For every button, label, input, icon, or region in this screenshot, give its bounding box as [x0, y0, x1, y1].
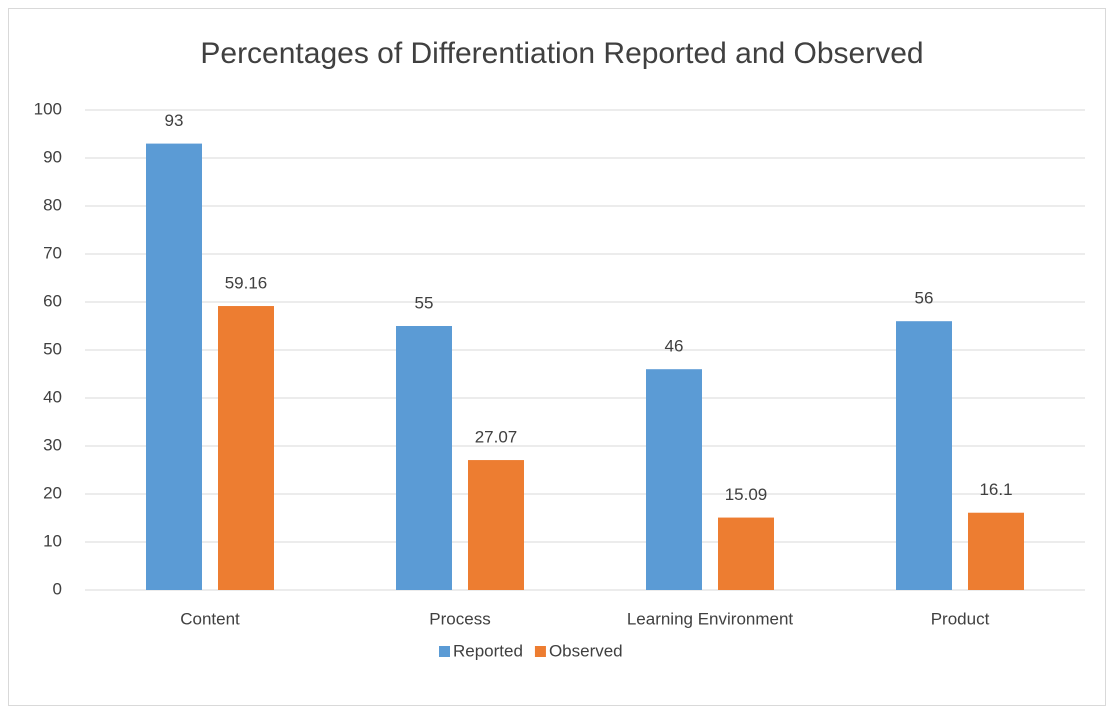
y-tick-label: 20 — [43, 483, 62, 502]
x-tick-label: Content — [180, 609, 240, 628]
bar — [468, 460, 524, 590]
data-label: 56 — [915, 289, 934, 308]
data-label: 27.07 — [475, 428, 518, 447]
data-label: 15.09 — [725, 485, 768, 504]
y-tick-label: 70 — [43, 243, 62, 262]
bar — [146, 143, 202, 590]
data-label: 46 — [665, 337, 684, 356]
x-tick-label: Product — [931, 609, 990, 628]
y-tick-label: 10 — [43, 531, 62, 550]
legend-swatch — [439, 646, 450, 657]
bar — [646, 369, 702, 590]
data-label: 16.1 — [979, 480, 1012, 499]
y-tick-label: 80 — [43, 195, 62, 214]
y-tick-label: 30 — [43, 435, 62, 454]
y-tick-label: 50 — [43, 339, 62, 358]
data-label: 93 — [165, 111, 184, 130]
chart-title: Percentages of Differentiation Reported … — [200, 37, 923, 70]
legend-swatch — [534, 646, 546, 657]
legend-label: Reported — [453, 641, 523, 660]
bar — [968, 512, 1024, 590]
y-tick-label: 90 — [43, 147, 62, 166]
y-tick-label: 100 — [34, 99, 62, 118]
bar — [396, 326, 452, 590]
bar — [218, 306, 274, 590]
y-tick-label: 0 — [53, 579, 62, 598]
x-tick-label: Process — [429, 609, 490, 628]
data-label: 59.16 — [225, 274, 268, 293]
x-tick-label: Learning Environment — [627, 609, 794, 628]
y-tick-label: 60 — [43, 291, 62, 310]
data-label: 55 — [415, 293, 434, 312]
bar — [896, 321, 952, 590]
bar — [718, 517, 774, 590]
legend-label: Observed — [549, 641, 623, 660]
y-tick-label: 40 — [43, 387, 62, 406]
